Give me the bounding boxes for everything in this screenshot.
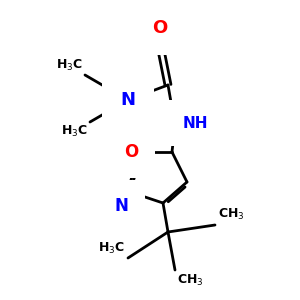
Text: CH$_3$: CH$_3$ [218, 207, 244, 222]
Text: H$_3$C: H$_3$C [61, 124, 88, 139]
Text: O: O [124, 143, 138, 161]
Text: CH$_3$: CH$_3$ [177, 273, 204, 288]
Text: NH: NH [183, 116, 208, 130]
Text: H$_3$C: H$_3$C [56, 58, 83, 73]
Text: H$_3$C: H$_3$C [98, 241, 125, 256]
Text: N: N [114, 197, 128, 215]
Text: O: O [152, 19, 168, 37]
Text: N: N [121, 91, 136, 109]
